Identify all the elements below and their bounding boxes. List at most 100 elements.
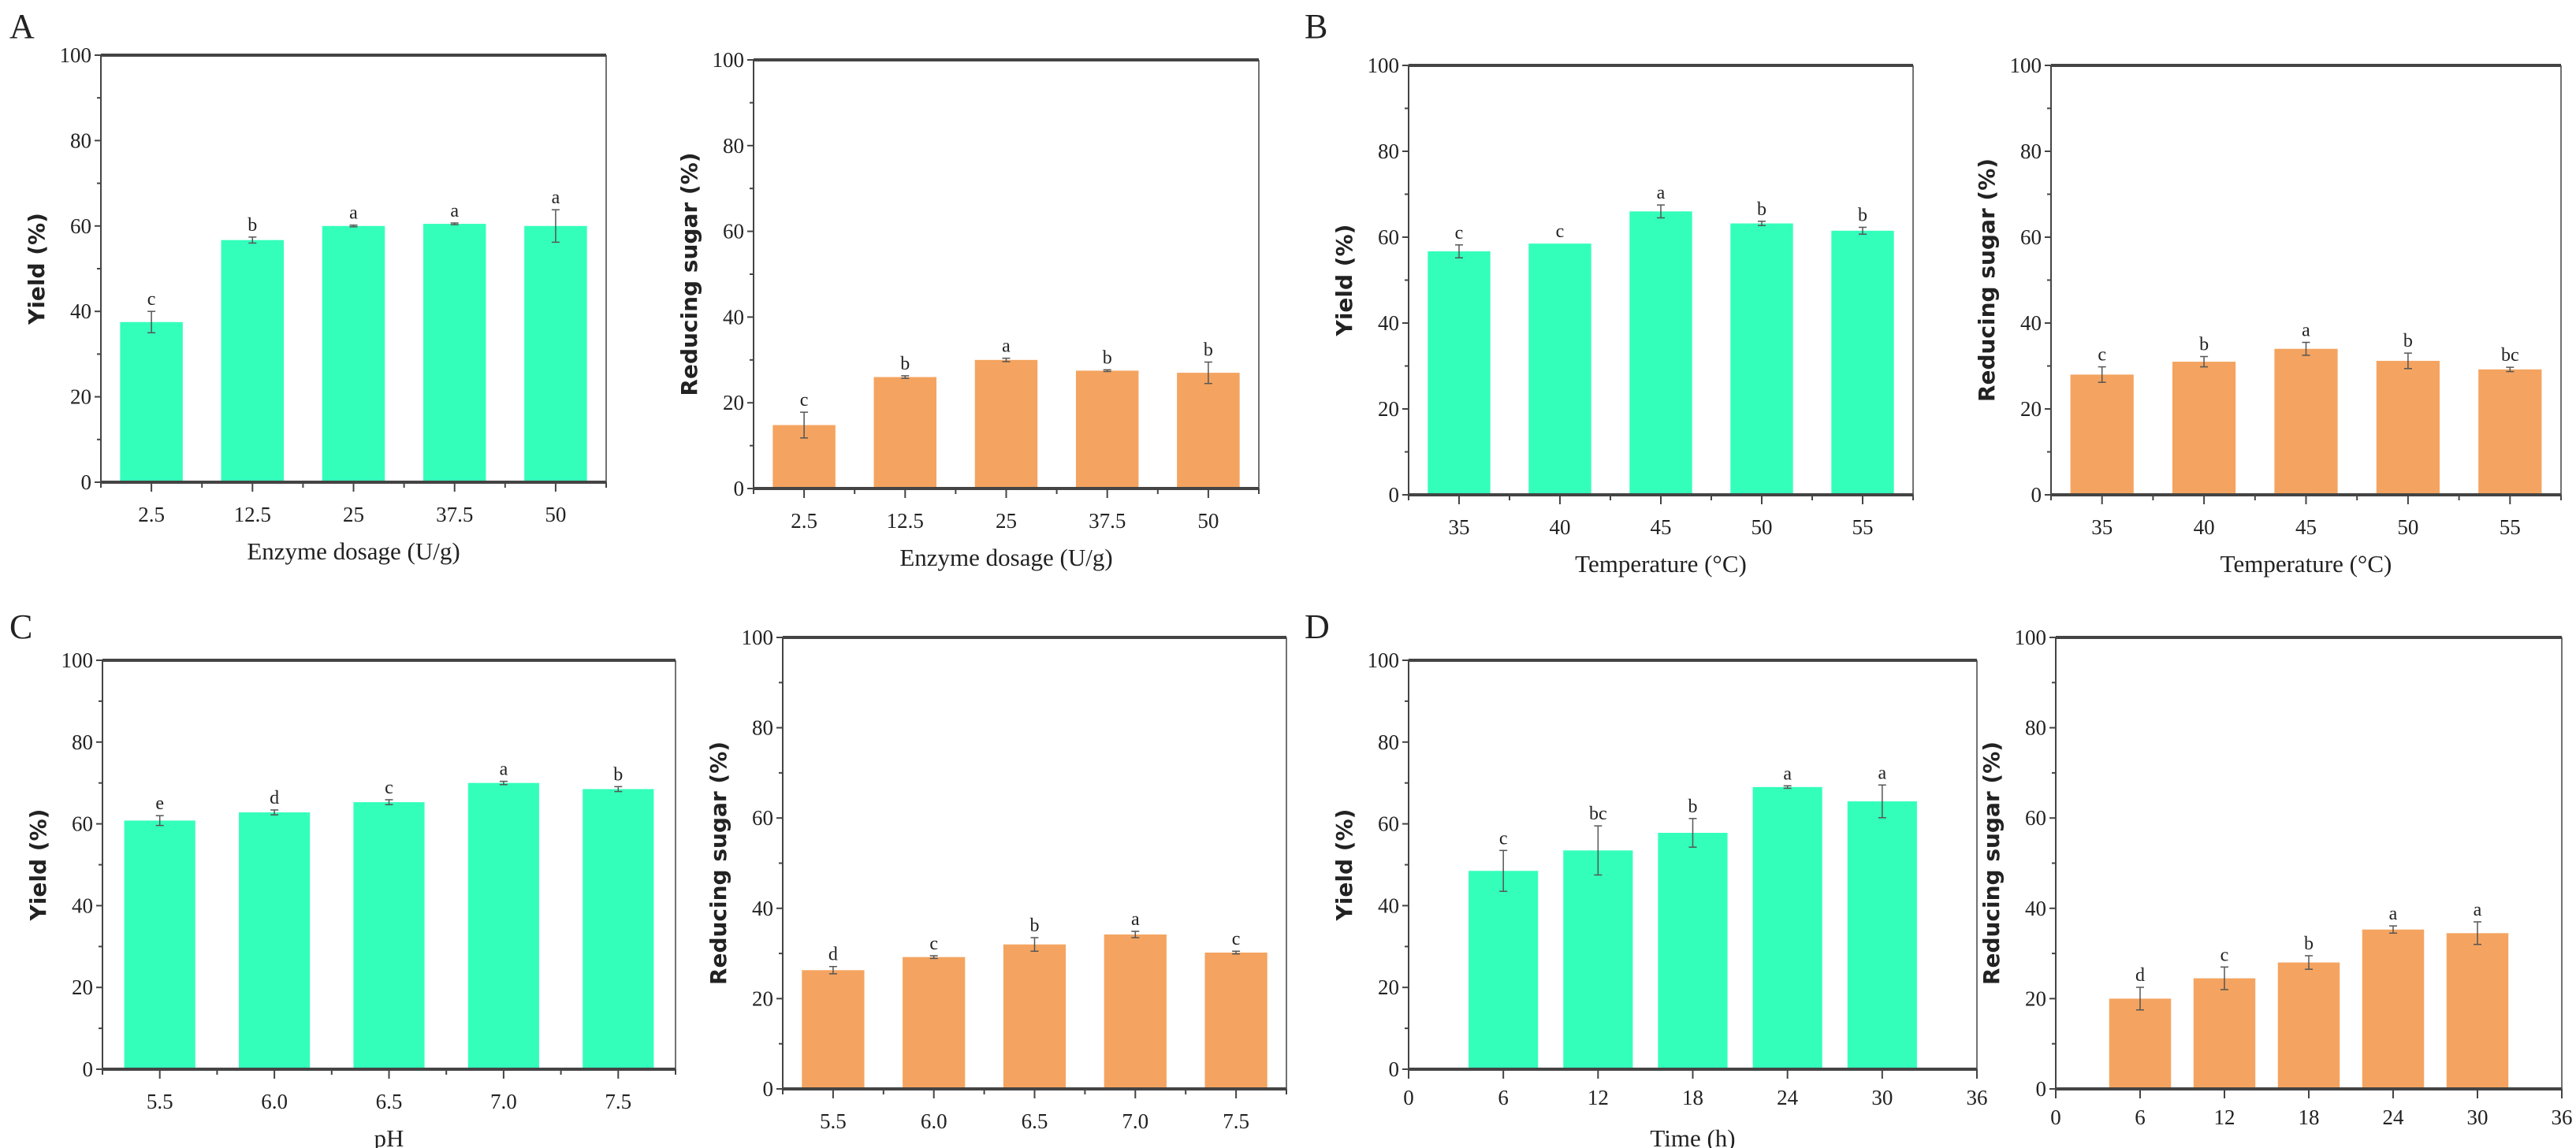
y-axis-label: Reducing sugar (%): [676, 152, 702, 396]
bar: [1003, 944, 1067, 1089]
bar: [1104, 934, 1167, 1089]
y-tick-label: 60: [752, 806, 773, 830]
significance-letter: b: [1858, 205, 1867, 225]
bar: [120, 321, 183, 482]
subplot-1: A 2.5 12.5 25 37.5 50 c b a a a 0 20 40 60 80 100 Enzyme …: [9, 7, 607, 565]
x-tick-label: 35: [2091, 515, 2113, 539]
x-tick-label: 12: [1588, 1086, 1609, 1109]
bar: [2277, 962, 2340, 1089]
x-axis-label: Temperature (°C): [2220, 550, 2392, 578]
significance-letter: a: [1002, 336, 1011, 357]
x-tick-label: 24: [1777, 1086, 1799, 1109]
y-tick-label: 20: [2020, 397, 2042, 421]
x-tick-label: 18: [1682, 1086, 1703, 1109]
x-tick-label: 7.5: [605, 1090, 631, 1113]
significance-letter: c: [1556, 221, 1565, 242]
y-tick-label: 20: [1378, 397, 1399, 421]
x-tick-label: 6.0: [921, 1109, 947, 1133]
y-tick-label: 80: [2020, 139, 2042, 163]
y-tick-label: 80: [752, 716, 773, 740]
x-tick-label: 37.5: [436, 503, 473, 526]
significance-letter: b: [1030, 916, 1040, 936]
bar: [2193, 978, 2256, 1089]
panel-letter: D: [1305, 607, 1330, 646]
x-tick-label: 36: [2552, 1105, 2573, 1129]
y-tick-label: 60: [70, 214, 91, 238]
y-tick-label: 40: [72, 894, 93, 917]
y-tick-label: 100: [61, 648, 94, 672]
significance-letter: c: [929, 934, 938, 954]
x-tick-label: 7.0: [1122, 1109, 1148, 1133]
significance-letter: b: [1204, 340, 1213, 361]
y-tick-label: 20: [70, 385, 91, 409]
y-tick-label: 100: [1368, 54, 1400, 77]
y-tick-label: 60: [72, 812, 93, 836]
y-tick-label: 0: [1389, 1057, 1400, 1081]
x-tick-label: 30: [2467, 1105, 2489, 1129]
y-tick-label: 0: [763, 1077, 774, 1101]
y-tick-label: 80: [1378, 139, 1399, 163]
significance-letter: a: [1783, 763, 1792, 784]
y-tick-label: 0: [2036, 1077, 2047, 1101]
significance-letter: c: [800, 390, 809, 411]
y-tick-label: 80: [2025, 716, 2046, 740]
y-tick-label: 60: [2020, 225, 2042, 249]
bar: [1752, 786, 1822, 1069]
panel-letter: A: [9, 7, 35, 46]
significance-letter: b: [2199, 335, 2209, 355]
significance-letter: d: [828, 945, 838, 965]
x-tick-label: 2.5: [791, 509, 817, 533]
x-tick-label: 12.5: [887, 509, 924, 533]
x-tick-label: 12.5: [234, 503, 271, 526]
y-tick-label: 80: [723, 134, 744, 158]
bar: [903, 957, 966, 1089]
y-tick-label: 20: [2025, 986, 2046, 1010]
significance-letter: a: [500, 760, 508, 780]
bar: [1075, 370, 1139, 489]
y-tick-label: 40: [752, 897, 773, 920]
bar: [2109, 998, 2172, 1089]
significance-letter: a: [2474, 900, 2482, 920]
significance-letter: c: [1232, 929, 1241, 949]
significance-letter: b: [1103, 347, 1112, 368]
bar: [1831, 230, 1894, 495]
bar: [1204, 952, 1268, 1089]
y-axis-label: Reducing sugar (%): [705, 741, 731, 985]
x-axis-label: Enzyme dosage (U/g): [247, 537, 460, 565]
y-tick-label: 100: [742, 626, 774, 649]
bar: [2376, 360, 2440, 495]
bar: [1658, 833, 1728, 1069]
x-axis-label: pH: [1020, 1144, 1050, 1148]
x-tick-label: 50: [1197, 509, 1219, 533]
x-tick-label: 45: [1651, 515, 1672, 539]
y-tick-label: 40: [2025, 897, 2046, 920]
bar: [1629, 211, 1692, 495]
x-tick-label: 6.5: [1022, 1109, 1048, 1133]
bar: [1528, 243, 1591, 495]
y-tick-label: 0: [81, 470, 92, 494]
x-tick-label: 0: [2050, 1105, 2061, 1129]
x-tick-label: 50: [1751, 515, 1773, 539]
x-axis-label: Time (h): [2266, 1144, 2351, 1148]
subplot-6: 5.5 6.0 6.5 7.0 7.5 d c b a c 0 20 40 60 80 100 pH Reduci…: [705, 626, 1287, 1148]
significance-letter: bc: [1589, 804, 1607, 824]
y-tick-label: 100: [1368, 648, 1400, 672]
panel-letter: B: [1305, 7, 1327, 46]
y-tick-label: 20: [723, 391, 744, 414]
x-axis-label: Temperature (°C): [1575, 550, 1747, 578]
bar: [1177, 373, 1240, 489]
bar: [322, 225, 385, 482]
x-axis-label: pH: [374, 1124, 404, 1148]
bar: [239, 812, 311, 1069]
x-tick-label: 7.5: [1223, 1109, 1249, 1133]
significance-letter: b: [1757, 199, 1766, 220]
bar: [802, 970, 865, 1089]
significance-letter: a: [1131, 909, 1140, 930]
significance-letter: c: [385, 778, 393, 798]
y-tick-label: 40: [2020, 311, 2042, 335]
x-tick-label: 5.5: [147, 1090, 173, 1113]
x-tick-label: 25: [996, 509, 1017, 533]
significance-letter: a: [450, 201, 459, 221]
significance-letter: a: [2389, 904, 2398, 924]
bar: [2478, 369, 2542, 495]
